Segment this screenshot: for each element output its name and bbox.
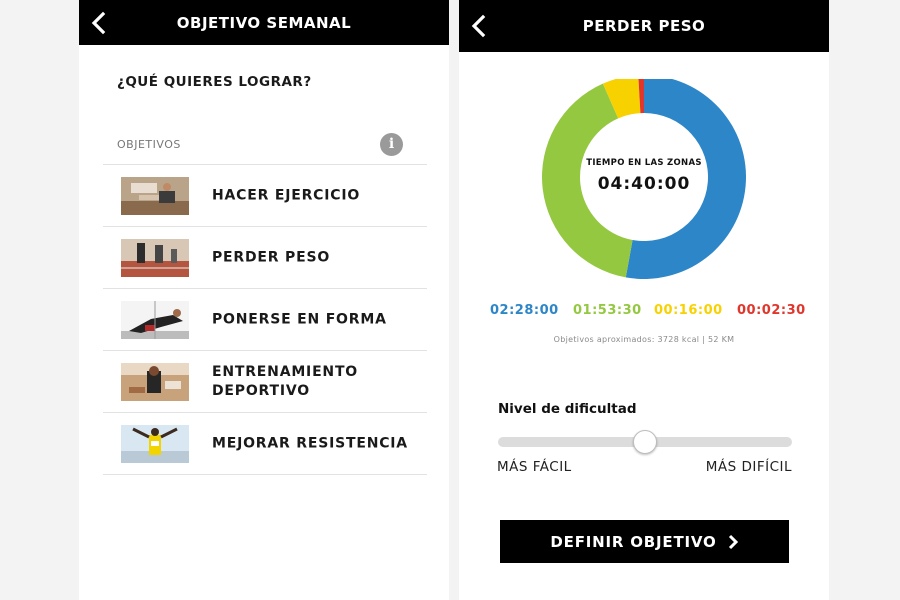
back-arrow-icon[interactable] <box>89 11 109 35</box>
sprint-start-photo-icon <box>121 301 189 339</box>
zone-time-green: 01:53:30 <box>573 303 642 318</box>
sport-training-photo-icon <box>121 363 189 401</box>
approx-goals-text: Objetivos aproximados: 3728 kcal | 52 KM <box>553 335 735 344</box>
question-heading: ¿QUÉ QUIERES LOGRAR? <box>117 74 312 90</box>
zones-label: TIEMPO EN LAS ZONAS <box>586 158 702 168</box>
goal-label: HACER EJERCICIO <box>212 187 361 203</box>
easier-label: MÁS FÁCIL <box>497 459 572 475</box>
header-bar: PERDER PESO <box>459 0 829 52</box>
section-label: OBJETIVOS <box>117 138 181 151</box>
zones-donut-chart <box>541 79 746 279</box>
zone-time-red: 00:02:30 <box>737 303 806 318</box>
zone-time-blue: 02:28:00 <box>490 303 559 318</box>
chevron-right-icon <box>728 534 739 549</box>
page-title: PERDER PESO <box>582 17 706 35</box>
goal-label: MEJORAR RESISTENCIA <box>212 435 408 451</box>
zone-times: 02:28:00 01:53:30 00:16:00 00:02:30 <box>459 303 829 319</box>
exercise-photo-icon <box>121 177 189 215</box>
difficulty-title: Nivel de dificultad <box>498 401 637 417</box>
zone-arc-green <box>541 83 633 278</box>
marathon-photo-icon <box>121 425 189 463</box>
lose-weight-screen: PERDER PESO TIEMPO EN LAS ZONAS 04:40:00… <box>459 0 829 600</box>
goal-item-endurance[interactable]: MEJORAR RESISTENCIA <box>103 412 427 475</box>
goal-item-get-fit[interactable]: PONERSE EN FORMA <box>103 288 427 350</box>
page-title: OBJETIVO SEMANAL <box>176 13 352 32</box>
goal-item-exercise[interactable]: HACER EJERCICIO <box>103 164 427 226</box>
goal-label: ENTRENAMIENTO DEPORTIVO <box>212 363 358 399</box>
info-icon[interactable]: i <box>380 133 403 156</box>
back-arrow-icon[interactable] <box>469 14 489 38</box>
harder-label: MÁS DIFÍCIL <box>705 459 792 475</box>
goal-label: PONERSE EN FORMA <box>212 311 387 327</box>
goal-label: PERDER PESO <box>212 249 331 265</box>
total-time: 04:40:00 <box>597 174 691 194</box>
header-bar: OBJETIVO SEMANAL <box>79 0 449 45</box>
zone-time-yellow: 00:16:00 <box>654 303 723 318</box>
define-goal-label: DEFINIR OBJETIVO <box>550 532 717 551</box>
zone-arc-red <box>638 79 644 114</box>
define-goal-button[interactable]: DEFINIR OBJETIVO <box>500 520 789 563</box>
zone-arc-blue <box>625 79 746 279</box>
zone-arc-yellow <box>602 79 641 119</box>
running-photo-icon <box>121 239 189 277</box>
goal-item-sport-training[interactable]: ENTRENAMIENTO DEPORTIVO <box>103 350 427 412</box>
difficulty-slider[interactable] <box>498 430 792 454</box>
goal-item-lose-weight[interactable]: PERDER PESO <box>103 226 427 288</box>
slider-handle[interactable] <box>633 430 657 454</box>
weekly-goal-screen: OBJETIVO SEMANAL ¿QUÉ QUIERES LOGRAR? OB… <box>79 0 449 600</box>
goal-list: HACER EJERCICIO PERDER PESO <box>103 164 427 475</box>
